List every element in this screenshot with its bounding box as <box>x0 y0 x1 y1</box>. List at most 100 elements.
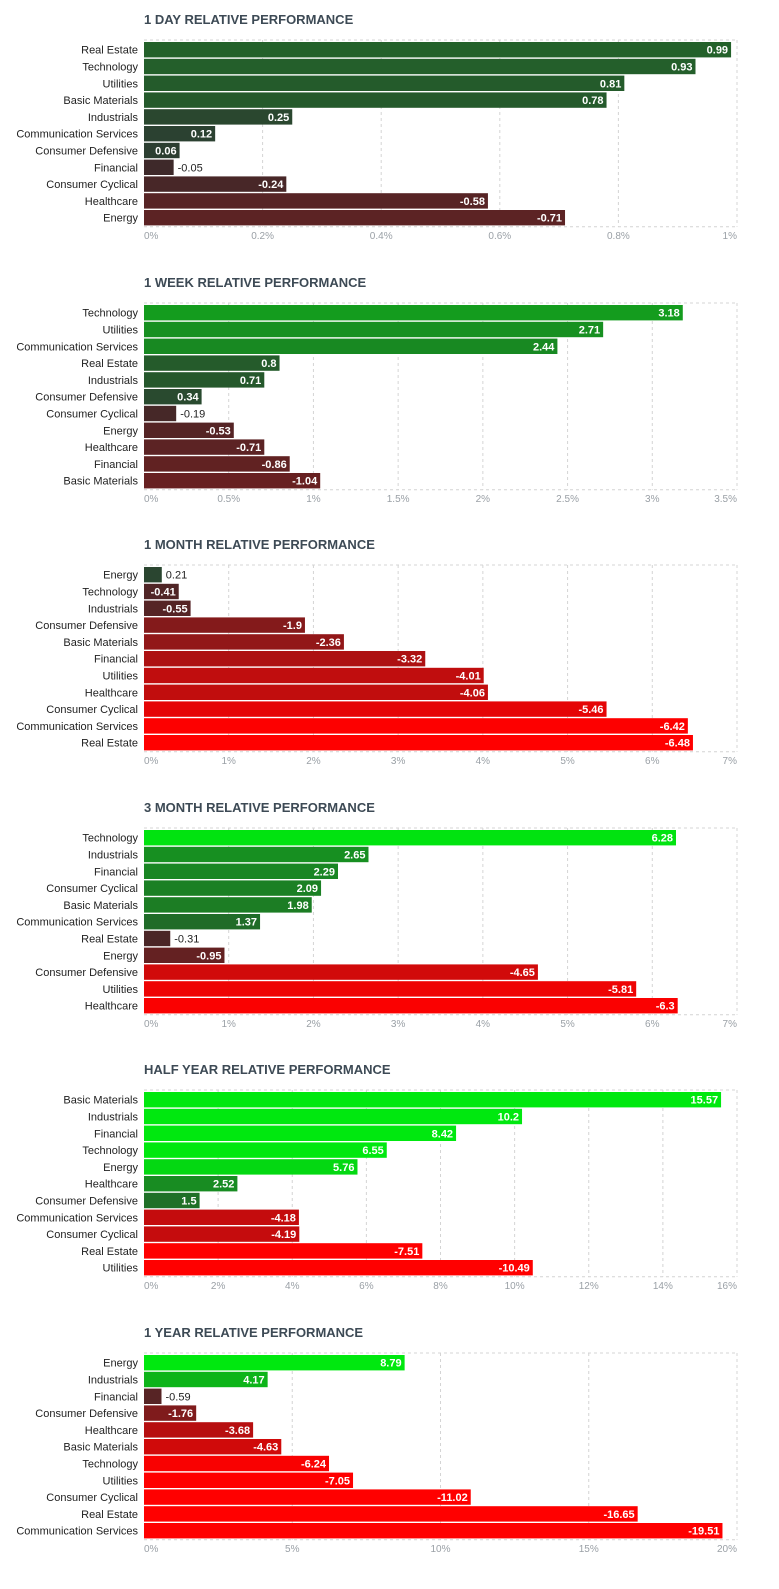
bar-value-label: 1.37 <box>236 916 257 928</box>
bar-chart: 0% 1% 2% 3% 4% 5% 6% 7% Technology 6.28 Industrial… <box>16 827 738 1030</box>
bar <box>144 1438 282 1454</box>
bar <box>144 92 607 108</box>
axis-tick-label: 2% <box>476 494 491 505</box>
bar <box>144 1388 162 1404</box>
category-label: Energy <box>103 570 138 582</box>
bar-value-label: 0.06 <box>155 146 176 158</box>
bar <box>144 718 688 734</box>
bar-value-label: 2.65 <box>344 849 365 861</box>
axis-tick-label: 3.5% <box>714 494 737 505</box>
category-label: Basic Materials <box>63 899 138 911</box>
category-label: Energy <box>103 425 138 437</box>
bar-value-label: 2.44 <box>533 341 555 353</box>
bar-value-label: -7.51 <box>394 1246 419 1258</box>
bar <box>144 997 678 1013</box>
axis-tick-label: 14% <box>653 1281 673 1292</box>
bar <box>144 1159 358 1175</box>
bar <box>144 1142 387 1158</box>
axis-tick-label: 3% <box>391 756 406 767</box>
axis-tick-label: 1% <box>221 1019 236 1030</box>
bar-value-label: 0.71 <box>240 374 261 386</box>
category-label: Communication Services <box>16 1525 138 1537</box>
axis-tick-label: 0.8% <box>607 231 630 242</box>
bar <box>144 634 344 650</box>
bar <box>144 913 261 929</box>
bar <box>144 1260 533 1276</box>
bar <box>144 371 265 388</box>
bar-value-label: -2.36 <box>316 637 341 649</box>
axis-tick-label: 0.5% <box>217 494 240 505</box>
bar-value-label: -4.01 <box>456 671 481 683</box>
category-label: Utilities <box>103 671 139 683</box>
bar <box>144 1522 723 1538</box>
bar <box>144 58 696 75</box>
bar-value-label: 3.18 <box>658 307 679 319</box>
category-label: Consumer Cyclical <box>46 883 138 895</box>
bar-chart: 0% 1% 2% 3% 4% 5% 6% 7% Energy 0.21 Technology -0.4… <box>16 564 738 767</box>
bar-value-label: -6.48 <box>665 738 690 750</box>
bar-value-label: 6.55 <box>362 1145 383 1157</box>
category-label: Basic Materials <box>63 475 138 487</box>
axis-tick-label: 2% <box>306 1019 321 1030</box>
category-label: Industrials <box>88 603 139 615</box>
bar-value-label: 0.81 <box>600 78 621 90</box>
bar <box>144 1176 238 1192</box>
bar-value-label: -7.05 <box>325 1475 350 1487</box>
bar <box>144 567 162 583</box>
bar-value-label: -0.55 <box>163 603 188 615</box>
bar <box>144 455 290 472</box>
bar-value-label: -0.31 <box>174 933 199 945</box>
bar-value-label: -0.24 <box>258 179 284 191</box>
bar-value-label: -3.32 <box>397 654 422 666</box>
bar-value-label: -1.76 <box>168 1408 193 1420</box>
bar-value-label: -4.18 <box>271 1212 296 1224</box>
bar <box>144 980 637 997</box>
bar-value-label: 4.17 <box>243 1374 264 1386</box>
bar <box>144 472 321 488</box>
bar <box>144 388 202 404</box>
axis-tick-label: 0.2% <box>251 231 274 242</box>
category-label: Technology <box>82 832 138 844</box>
category-label: Real Estate <box>81 738 138 750</box>
bar-value-label: 0.21 <box>166 570 187 582</box>
bar-value-label: 0.8 <box>261 358 276 370</box>
category-label: Energy <box>103 1357 138 1369</box>
category-label: Real Estate <box>81 1508 138 1520</box>
axis-tick-label: 16% <box>717 1281 737 1292</box>
bar <box>144 879 322 896</box>
axis-tick-label: 6% <box>359 1281 374 1292</box>
performance-panel: 3 MONTH RELATIVE PERFORMANCE 0% 1% 2% 3% 4% 5%… <box>0 788 779 1050</box>
axis-tick-label: 0% <box>144 1019 159 1030</box>
bar <box>144 896 312 913</box>
category-label: Financial <box>94 1391 138 1403</box>
category-label: Real Estate <box>81 933 138 945</box>
bar <box>144 1455 330 1471</box>
axis-tick-label: 6% <box>645 1019 660 1030</box>
axis-tick-label: 4% <box>476 1019 491 1030</box>
axis-tick-label: 10% <box>430 1544 450 1555</box>
bar-value-label: -0.59 <box>165 1391 190 1403</box>
category-label: Utilities <box>103 1263 139 1275</box>
bar <box>144 829 677 845</box>
bar <box>144 1505 638 1522</box>
bar-value-label: 0.25 <box>268 112 289 124</box>
category-label: Energy <box>103 213 138 225</box>
axis-tick-label: 0% <box>144 756 159 767</box>
category-label: Healthcare <box>85 196 138 208</box>
bar-value-label: 2.71 <box>579 324 600 336</box>
bar-value-label: -0.05 <box>178 162 203 174</box>
bar <box>144 863 338 879</box>
bar <box>144 1371 268 1387</box>
bar <box>144 600 191 616</box>
bar <box>144 846 369 862</box>
bar-chart: 0% 5% 10% 15% 20% Energy 8.79 Industrials 4.17 Fi… <box>16 1352 738 1555</box>
category-label: Technology <box>82 62 138 74</box>
bar-value-label: 1.98 <box>287 899 308 911</box>
bar <box>144 304 683 320</box>
category-label: Real Estate <box>81 45 138 57</box>
performance-panel: 1 DAY RELATIVE PERFORMANCE 0% 0.2% 0.4% 0.6%… <box>0 0 779 262</box>
bar-value-label: -0.58 <box>460 196 485 208</box>
axis-tick-label: 5% <box>285 1544 300 1555</box>
category-label: Industrials <box>88 1112 139 1124</box>
bar <box>144 193 488 209</box>
